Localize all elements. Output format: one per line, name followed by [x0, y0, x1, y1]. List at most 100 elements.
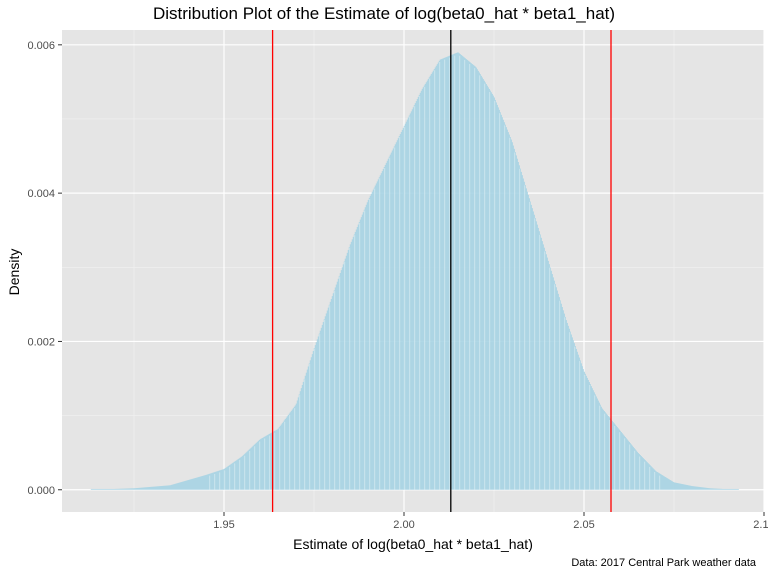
density-bar	[414, 103, 416, 490]
density-bar	[365, 204, 367, 490]
density-bar	[164, 485, 166, 490]
density-bar	[125, 488, 127, 490]
density-bar	[161, 485, 163, 490]
density-bar	[121, 488, 123, 490]
density-bar	[324, 316, 326, 490]
density-bar	[270, 432, 272, 490]
density-bar	[197, 477, 199, 490]
density-bar	[344, 258, 346, 490]
density-bar	[485, 84, 487, 490]
density-bar	[174, 483, 176, 490]
density-bar	[621, 433, 623, 490]
density-bar	[116, 488, 118, 490]
density-bar	[700, 487, 702, 490]
density-bar	[704, 487, 706, 490]
density-bar	[183, 481, 185, 490]
axis-ticks: 1.95 2.00 2.05 2.10 0.000 0.002 0.004 0.006	[27, 40, 768, 531]
density-bar	[367, 199, 369, 490]
density-bar	[252, 445, 254, 490]
density-bar	[732, 488, 734, 490]
density-bar	[571, 337, 573, 490]
density-bar	[513, 148, 515, 490]
density-bar	[722, 488, 724, 490]
density-bar	[442, 58, 444, 490]
density-bar	[501, 117, 503, 490]
density-bar	[542, 244, 544, 490]
density-bar	[681, 484, 683, 490]
density-bar	[281, 423, 283, 490]
density-bar	[244, 453, 246, 490]
density-bar	[337, 278, 339, 490]
density-bar	[141, 487, 143, 490]
density-bar	[537, 227, 539, 490]
density-bar	[477, 70, 479, 490]
density-bar	[151, 486, 153, 490]
density-bar	[92, 488, 94, 490]
density-bar	[495, 102, 497, 490]
density-bar	[122, 488, 124, 490]
density-bar	[226, 466, 228, 490]
density-bar	[633, 448, 635, 490]
density-bar	[236, 459, 238, 490]
density-bar	[100, 488, 102, 490]
density-bar	[230, 463, 232, 490]
density-bar	[198, 476, 200, 490]
density-bar	[362, 212, 364, 490]
density-bar	[730, 488, 732, 490]
density-bar	[491, 93, 493, 490]
density-bar	[499, 112, 501, 490]
density-bar	[366, 202, 368, 490]
density-bar	[482, 79, 484, 490]
density-bar	[611, 420, 613, 490]
density-bar	[557, 293, 559, 490]
density-bar	[737, 488, 739, 490]
density-bar	[565, 320, 567, 490]
density-bar	[572, 340, 574, 490]
density-bar	[546, 257, 548, 490]
density-bar	[469, 62, 471, 490]
density-bar	[674, 482, 676, 490]
density-bar	[90, 488, 92, 490]
density-bar	[552, 277, 554, 490]
density-bar	[580, 363, 582, 490]
density-bar	[603, 411, 605, 490]
density-bar	[706, 487, 708, 490]
density-bar	[276, 429, 278, 490]
density-bar	[480, 75, 482, 490]
density-bar	[433, 69, 435, 490]
density-bar	[153, 486, 155, 490]
density-bar	[545, 254, 547, 490]
density-bar	[649, 465, 651, 490]
density-bar	[656, 472, 658, 490]
density-bar	[163, 485, 165, 490]
density-bar	[726, 488, 728, 490]
density-bar	[398, 136, 400, 490]
density-bar	[439, 59, 441, 490]
density-bar	[527, 194, 529, 490]
density-bar	[97, 488, 99, 490]
density-bar	[147, 487, 149, 490]
density-bar	[357, 224, 359, 490]
density-bar	[441, 58, 443, 490]
density-bar	[443, 57, 445, 490]
density-bar	[612, 422, 614, 490]
density-bar	[354, 231, 356, 490]
density-bar	[569, 331, 571, 490]
density-bar	[189, 479, 191, 490]
density-bar	[479, 74, 481, 490]
density-bar	[114, 488, 116, 490]
density-bar	[160, 486, 162, 490]
density-bar	[399, 134, 401, 490]
density-bar	[228, 465, 230, 490]
density-bar	[724, 488, 726, 490]
density-bar	[313, 347, 315, 490]
density-bar	[381, 171, 383, 490]
density-bar	[112, 488, 114, 490]
density-bar	[256, 441, 258, 490]
density-bar	[466, 59, 468, 490]
density-bar	[652, 468, 654, 490]
density-bar	[135, 488, 137, 490]
density-bar	[238, 458, 240, 490]
density-bar	[643, 459, 645, 490]
density-bar	[211, 472, 213, 490]
